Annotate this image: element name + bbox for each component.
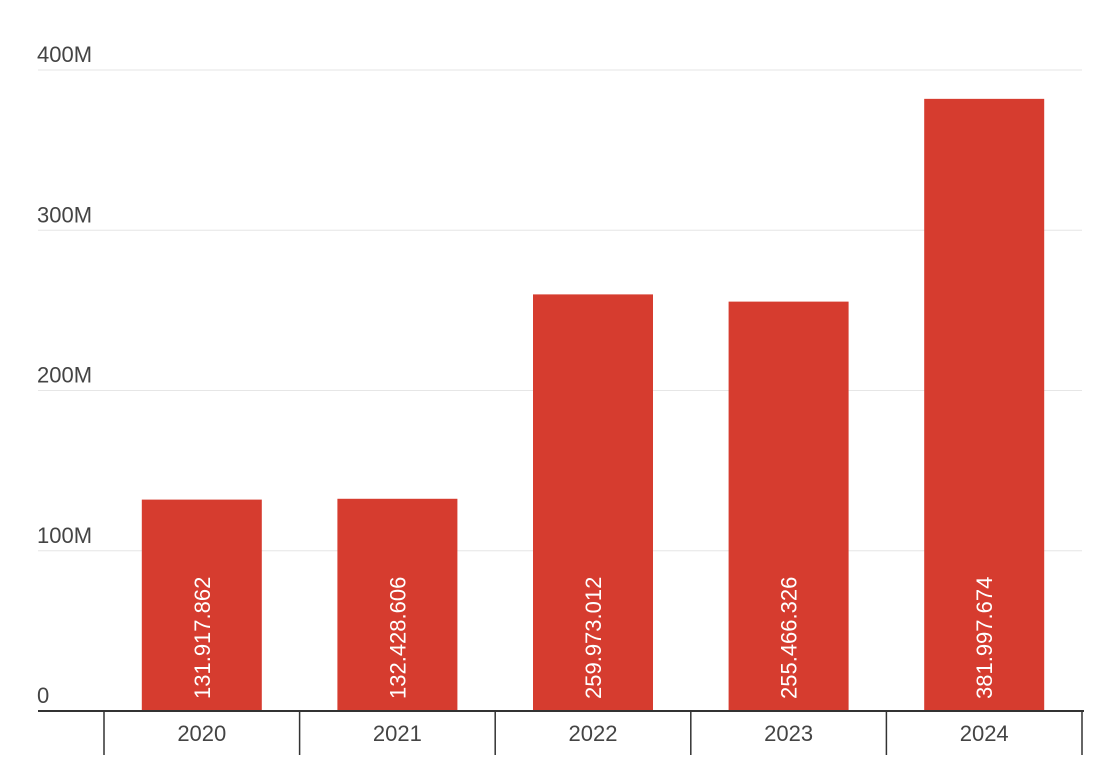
bar-data-label: 381.997.674 — [972, 577, 997, 699]
bar-data-label: 131.917.862 — [190, 577, 215, 699]
y-tick-label: 200M — [37, 363, 92, 388]
bar-data-label: 132.428.606 — [385, 577, 410, 699]
bar — [533, 294, 653, 711]
x-tick-label: 2021 — [373, 721, 422, 746]
y-axis-ticks: 0 100M 200M 300M 400M — [37, 42, 92, 708]
y-tick-label: 100M — [37, 523, 92, 548]
y-tick-label: 300M — [37, 202, 92, 227]
bar — [924, 98, 1045, 711]
category-separators — [103, 711, 1083, 755]
y-tick-label: 400M — [37, 42, 92, 67]
bar-data-label: 255.466.326 — [777, 577, 802, 699]
x-tick-label: 2022 — [569, 721, 618, 746]
bar-data-label: 259.973.012 — [581, 577, 606, 699]
bar — [728, 301, 849, 711]
x-tick-label: 2024 — [960, 721, 1009, 746]
data-labels: 131.917.862 132.428.606 259.973.012 255.466… — [190, 577, 997, 699]
bars — [141, 98, 1045, 711]
bar — [141, 499, 262, 711]
x-tick-label: 2020 — [177, 721, 226, 746]
bar — [337, 498, 458, 711]
x-axis-labels: 2020 2021 2022 2023 2024 — [177, 721, 1008, 746]
x-tick-label: 2023 — [764, 721, 813, 746]
y-tick-label: 0 — [37, 683, 49, 708]
